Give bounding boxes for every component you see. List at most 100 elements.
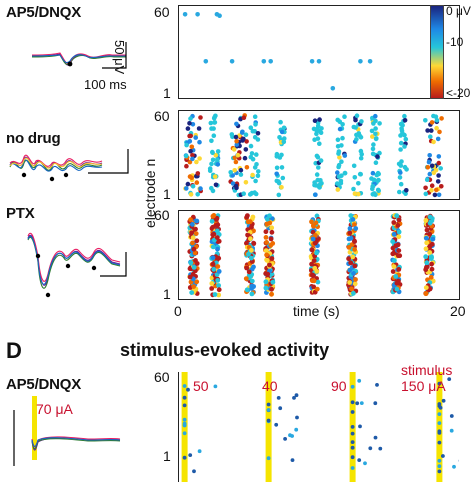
spike-dot xyxy=(310,248,315,253)
spike-dot xyxy=(188,134,193,139)
spike-dot xyxy=(234,135,239,140)
spike-dot xyxy=(183,431,187,435)
spike-dot xyxy=(183,418,187,422)
spike-dot xyxy=(250,173,255,178)
spike-dot xyxy=(313,192,318,197)
spike-dot xyxy=(399,159,404,164)
colorbar-tick-20: <-20 xyxy=(446,86,470,100)
spike-dot xyxy=(348,268,353,273)
spike-dot xyxy=(183,384,187,388)
spike-dot xyxy=(343,171,348,176)
spike-dot xyxy=(371,184,376,189)
spike-dot xyxy=(424,218,429,223)
spike-dot xyxy=(425,228,430,233)
spike-dot xyxy=(212,133,217,138)
spike-dot xyxy=(343,153,348,158)
spike-dot xyxy=(353,264,358,269)
section-d-title: stimulus-evoked activity xyxy=(120,340,329,361)
spike-dot xyxy=(335,170,340,175)
spike-dot xyxy=(353,118,358,123)
trace-marker xyxy=(22,173,26,177)
spike-dot xyxy=(193,135,198,140)
spike-dot xyxy=(371,147,376,152)
spike-dot xyxy=(315,287,320,292)
spike-dot xyxy=(217,287,222,292)
spike-dot xyxy=(439,184,444,189)
spike-dot xyxy=(355,401,359,405)
raster-ap5-plot xyxy=(179,6,459,98)
spike-dot xyxy=(311,273,316,278)
raster-d-ybottom: 1 xyxy=(163,448,171,464)
spike-dot xyxy=(351,187,356,192)
spike-dot xyxy=(357,133,362,138)
spike-dot xyxy=(215,235,220,240)
spike-dot xyxy=(242,115,247,120)
trace-ptx xyxy=(8,218,133,308)
trace-marker xyxy=(50,177,54,181)
spike-dot xyxy=(280,165,285,170)
spike-dot xyxy=(374,137,379,142)
spike-dot xyxy=(267,403,271,407)
spike-dot xyxy=(317,141,322,146)
spike-dot xyxy=(438,464,442,468)
spike-dot xyxy=(210,150,215,155)
spike-dot xyxy=(423,186,428,191)
spike-dot xyxy=(244,266,249,271)
scalebar-amplitude-label: 50 μV xyxy=(112,40,127,74)
spike-dot xyxy=(194,219,199,224)
spike-dot xyxy=(348,231,353,236)
spike-dot xyxy=(228,170,233,175)
spike-dot xyxy=(427,153,432,158)
spike-dot xyxy=(267,419,271,423)
spike-dot xyxy=(216,283,221,288)
spike-dot xyxy=(430,164,435,169)
spike-dot xyxy=(295,416,299,420)
spike-dot xyxy=(288,433,292,437)
spike-dot xyxy=(351,446,355,450)
spike-dot xyxy=(264,235,269,240)
spike-dot xyxy=(373,193,378,198)
spike-dot xyxy=(374,160,379,165)
spike-dot xyxy=(212,116,217,121)
spike-dot xyxy=(278,406,282,410)
spike-dot xyxy=(192,469,196,473)
spike-dot xyxy=(215,264,220,269)
spike-dot xyxy=(358,425,362,429)
spike-dot xyxy=(452,465,456,469)
raster-nodrug-ybottom: 1 xyxy=(163,186,171,202)
spike-dot xyxy=(191,235,196,240)
spike-dot xyxy=(423,267,428,272)
spike-dot xyxy=(434,126,439,131)
spike-dot xyxy=(234,139,239,144)
spike-dot xyxy=(428,221,433,226)
spike-dot xyxy=(398,133,403,138)
spike-dot xyxy=(351,425,355,429)
spike-dot xyxy=(274,172,279,177)
spike-dot xyxy=(251,265,256,270)
spike-dot xyxy=(317,117,322,122)
spike-dot xyxy=(436,173,441,178)
colorbar-tick-10: -10 xyxy=(446,35,463,49)
spike-dot xyxy=(359,156,364,161)
spike-dot xyxy=(215,222,220,227)
spike-dot xyxy=(348,226,353,231)
spike-dot xyxy=(267,456,271,460)
spike-dot xyxy=(352,239,357,244)
x-tick-0: 0 xyxy=(174,303,182,319)
spike-dot xyxy=(399,126,404,131)
spike-dot xyxy=(269,225,274,230)
spike-dot xyxy=(264,229,269,234)
spike-dot xyxy=(392,258,397,263)
spike-dot xyxy=(183,456,187,460)
spike-dot xyxy=(274,423,278,427)
x-axis-label: time (s) xyxy=(293,303,340,319)
spike-dot xyxy=(403,118,408,123)
spike-dot xyxy=(188,174,193,179)
spike-dot xyxy=(313,118,318,123)
spike-dot xyxy=(243,156,248,161)
spike-dot xyxy=(190,145,195,150)
trace-nodrug xyxy=(8,145,133,205)
spike-dot xyxy=(353,175,358,180)
spike-dot xyxy=(186,126,191,131)
spike-dot xyxy=(438,470,442,474)
